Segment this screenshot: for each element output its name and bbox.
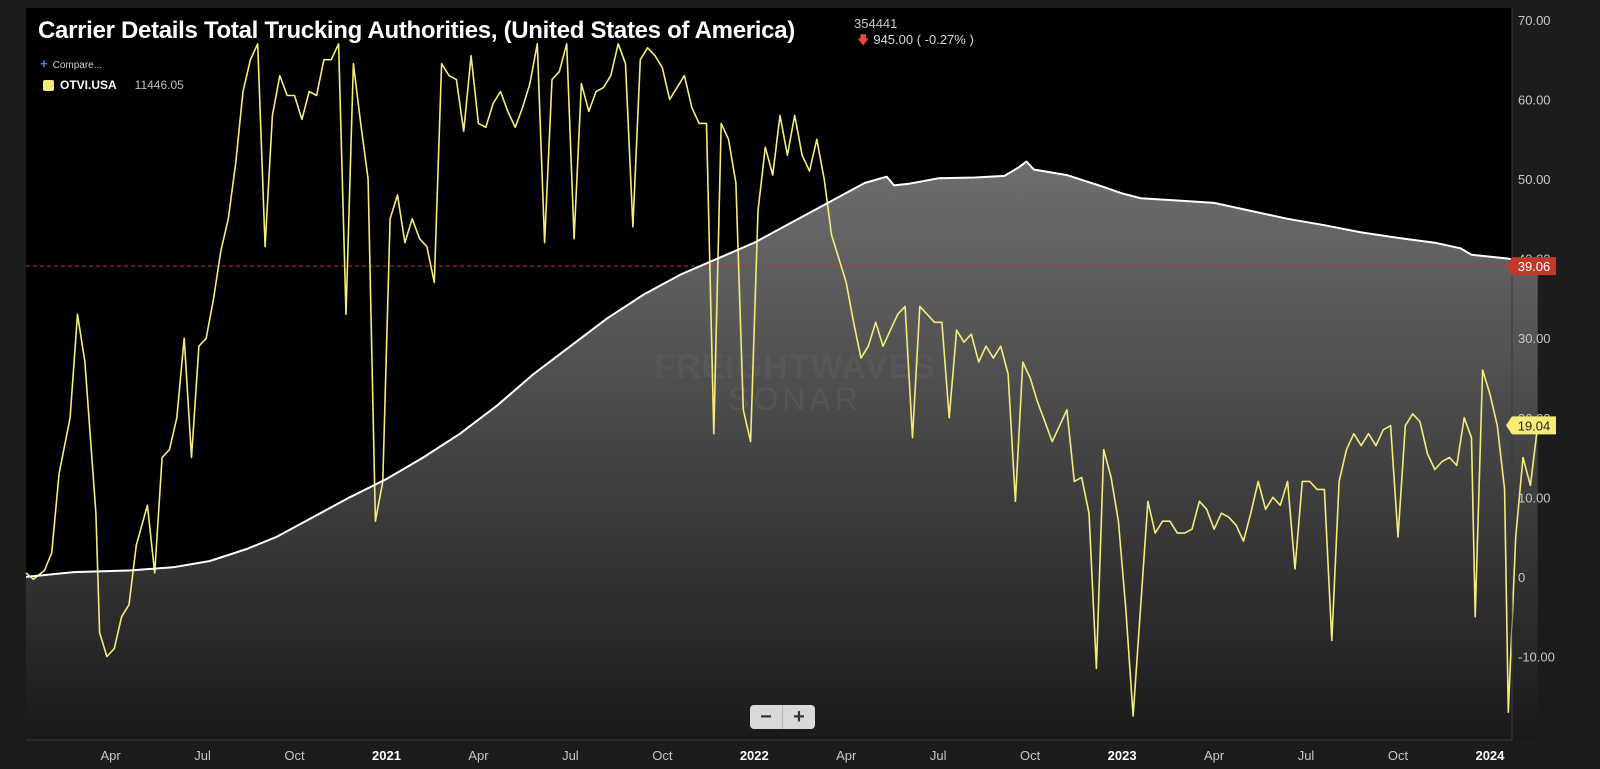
watermark-line1: FREIGHTWAVES [654, 348, 936, 386]
zoom-controls: − + [750, 705, 815, 729]
x-tick-label: Oct [652, 748, 673, 763]
series-line-authorities[interactable] [25, 160, 1538, 578]
reference-value-label: 39.06 [1518, 259, 1551, 274]
x-tick-label: 2022 [740, 748, 769, 763]
x-tick-label: Apr [836, 748, 857, 763]
down-arrow-icon: 🡇 [857, 33, 870, 47]
legend[interactable]: OTVI.USA 11446.05 [43, 78, 184, 92]
x-tick-label: 2023 [1108, 748, 1137, 763]
x-tick-label: Apr [100, 748, 121, 763]
x-tick-label: 2024 [1475, 748, 1505, 763]
legend-value: 11446.05 [134, 78, 184, 92]
y-tick-label: 60.00 [1518, 93, 1551, 108]
x-tick-label: Apr [468, 748, 489, 763]
series-area-authorities [26, 161, 1538, 741]
x-tick-label: Jul [930, 748, 947, 763]
y-tick-label: 10.00 [1518, 490, 1551, 505]
last-value-label-bg [1506, 416, 1556, 435]
x-tick-label: Oct [1020, 748, 1041, 763]
y-tick-label: -10.00 [1518, 649, 1555, 664]
x-tick-label: Jul [1298, 748, 1315, 763]
change-value: 945.00 ( -0.27% ) [873, 32, 974, 47]
reference-value-label-bg [1506, 257, 1556, 276]
last-value: 354441 [854, 16, 898, 31]
y-tick-label: 50.00 [1518, 172, 1551, 187]
x-tick-label: 2021 [372, 748, 401, 763]
last-value-label: 19.04 [1518, 418, 1551, 433]
change-readout: 🡇 945.00 ( -0.27% ) [857, 31, 974, 52]
chart-title: Carrier Details Total Trucking Authoriti… [38, 17, 795, 44]
zoom-in-button[interactable]: + [782, 705, 815, 729]
compare-label: Compare... [52, 60, 103, 71]
legend-ticker: OTVI.USA [60, 78, 117, 92]
series-line-otvi[interactable] [25, 42, 1539, 717]
plus-icon: + [40, 56, 48, 71]
legend-swatch [43, 79, 54, 91]
y-tick-label: 70.00 [1518, 13, 1551, 28]
y-tick-label: 0 [1518, 570, 1525, 585]
compare-button[interactable]: + Compare... [40, 56, 102, 71]
x-tick-label: Oct [1388, 748, 1409, 763]
x-tick-label: Jul [194, 748, 211, 763]
x-tick-label: Apr [1204, 748, 1225, 763]
zoom-out-button[interactable]: − [760, 705, 772, 728]
watermark-line2: SONAR [728, 381, 862, 417]
x-tick-label: Oct [284, 748, 305, 763]
y-tick-label: 30.00 [1518, 331, 1551, 346]
x-tick-label: Jul [562, 748, 579, 763]
